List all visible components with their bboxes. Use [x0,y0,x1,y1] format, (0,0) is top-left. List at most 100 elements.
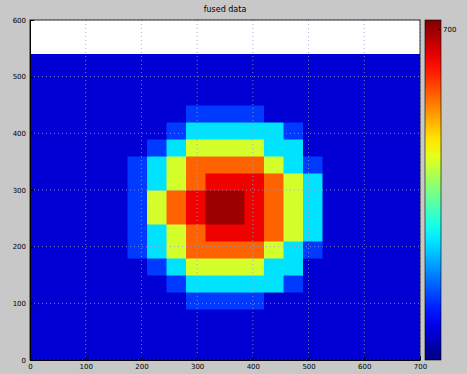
x-tick-label: 500 [302,363,315,371]
heat-cell [147,190,167,208]
heat-cell [245,105,265,123]
grid-line [30,246,420,247]
heat-cell [225,122,245,140]
heat-cell [342,173,362,191]
heat-cell [284,71,304,89]
heat-cell [30,88,50,106]
heat-cell [89,326,109,344]
heat-cell [206,275,226,293]
heat-cell [225,54,245,72]
heat-cell [30,139,50,157]
heat-cell [186,139,206,157]
heat-cell [206,105,226,123]
heat-cell [401,343,421,360]
heat-cell [167,343,187,360]
heat-cell [69,139,89,157]
heat-cell [303,156,323,174]
x-tick-label: 100 [80,363,93,371]
heat-cell [206,343,226,360]
x-tick: 500 [302,356,315,371]
heat-cell [167,105,187,123]
heat-cell [30,224,50,242]
heat-cell [30,190,50,208]
heat-cell [323,258,343,276]
heat-cell [167,88,187,106]
heat-cell [167,275,187,293]
heat-cell [284,173,304,191]
heat-cell [186,105,206,123]
heat-cell [89,88,109,106]
heat-cell [225,88,245,106]
heat-cell [284,326,304,344]
x-tick-label: 700 [414,363,427,371]
heat-cell [264,173,284,191]
heat-cell [323,122,343,140]
heat-cell [342,71,362,89]
x-tick: 600 [358,356,371,371]
heat-cell [167,54,187,72]
heat-cell [225,343,245,360]
heat-cell [381,139,401,157]
heat-cell [225,71,245,89]
heat-cell [303,207,323,225]
heat-cell [264,190,284,208]
heat-cell [323,156,343,174]
heat-cell [342,241,362,259]
heat-cell [303,224,323,242]
heat-cell [108,275,128,293]
heat-cell [89,71,109,89]
heat-cell [108,139,128,157]
heat-cell [284,105,304,123]
heat-cell [128,343,148,360]
heat-cell [401,71,421,89]
heat-cell [128,139,148,157]
x-tick-label: 400 [247,363,260,371]
heat-cell [303,139,323,157]
y-axis: 0100200300400500600 [13,17,34,365]
heat-cell [50,54,70,72]
heat-cell [381,258,401,276]
heat-cell [245,173,265,191]
grid-line [197,20,198,360]
heat-cell [167,173,187,191]
heat-cell [89,241,109,259]
heat-cell [108,343,128,360]
heat-cell [245,207,265,225]
heat-cell [30,326,50,344]
heat-cell [89,139,109,157]
y-tick-mark [30,20,34,21]
heat-cell [303,173,323,191]
heat-cell [147,88,167,106]
heat-cell [342,139,362,157]
heat-cell [50,122,70,140]
chart: fused data010020030040050060070001002003… [0,0,467,374]
heat-cell [186,275,206,293]
heat-cell [381,105,401,123]
heat-cell [381,241,401,259]
heat-cell [323,173,343,191]
heat-cell [225,139,245,157]
heat-cell [30,275,50,293]
heat-cell [264,105,284,123]
heat-cell [264,258,284,276]
heat-cell [69,207,89,225]
heat-cell [401,54,421,72]
heat-cell [186,309,206,327]
heat-cell [186,54,206,72]
heat-cell [30,292,50,310]
heat-cell [401,173,421,191]
x-tick-label: 200 [135,363,148,371]
heat-cell [89,343,109,360]
heat-cell [147,54,167,72]
heat-cell [225,309,245,327]
heat-cell [225,105,245,123]
heat-cell [225,275,245,293]
heat-cell [342,156,362,174]
heat-cell [30,343,50,360]
heat-cell [342,207,362,225]
heat-cell [186,88,206,106]
heat-cell [284,292,304,310]
heat-cell [128,156,148,174]
y-tick: 600 [13,17,34,25]
heat-cell [245,156,265,174]
